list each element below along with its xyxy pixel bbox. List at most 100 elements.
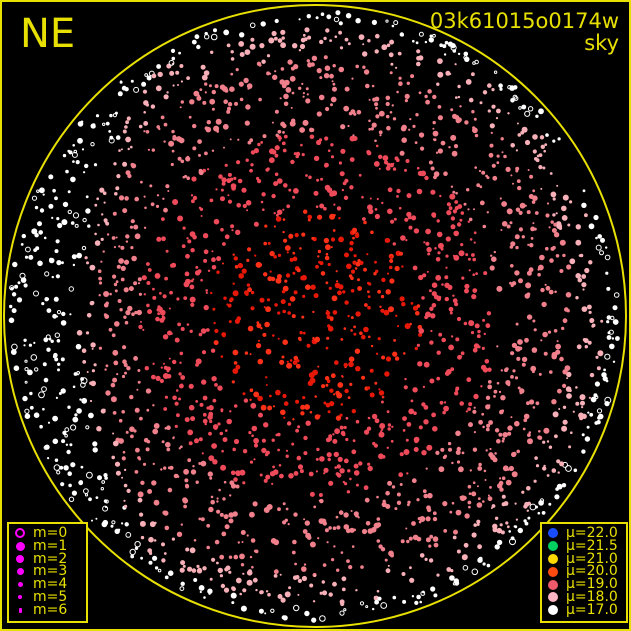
star-marker: [436, 376, 441, 381]
star-marker: [355, 311, 361, 317]
star-marker: [59, 465, 64, 470]
star-marker: [527, 243, 530, 246]
star-marker: [89, 301, 95, 306]
star-marker: [314, 336, 321, 343]
star-marker: [317, 365, 320, 368]
star-marker: [425, 311, 431, 318]
star-marker: [56, 310, 62, 315]
star-marker: [311, 236, 315, 240]
star-marker: [117, 528, 121, 531]
star-marker: [538, 500, 544, 506]
star-marker: [268, 37, 275, 44]
star-marker: [216, 130, 220, 133]
star-marker: [430, 166, 435, 171]
star-marker: [450, 569, 454, 573]
star-marker: [170, 162, 174, 167]
star-marker: [329, 316, 334, 321]
star-marker: [246, 570, 253, 576]
star-marker: [223, 29, 230, 36]
star-marker: [103, 313, 107, 317]
star-marker: [375, 352, 379, 355]
star-marker: [164, 395, 168, 399]
star-marker: [359, 601, 365, 606]
star-marker: [222, 242, 226, 246]
star-marker: [521, 356, 528, 363]
star-marker: [138, 324, 143, 330]
star-marker: [161, 440, 165, 444]
star-marker: [155, 85, 162, 92]
star-marker: [420, 170, 427, 177]
star-marker: [343, 608, 347, 612]
star-marker: [162, 510, 167, 516]
star-marker: [163, 207, 168, 213]
star-marker: [297, 464, 304, 470]
star-marker: [333, 214, 336, 217]
star-marker: [350, 329, 353, 332]
color-swatch-icon: [548, 541, 558, 552]
star-marker: [185, 253, 190, 259]
star-marker: [286, 360, 289, 363]
star-marker: [229, 86, 235, 92]
star-marker: [140, 320, 142, 323]
star-marker: [269, 250, 275, 257]
star-marker: [114, 289, 118, 293]
star-marker: [74, 223, 79, 228]
star-marker: [532, 149, 537, 154]
star-marker: [443, 401, 447, 404]
star-marker: [43, 236, 47, 240]
star-marker: [308, 175, 312, 180]
star-marker: [104, 476, 108, 480]
star-marker: [395, 66, 398, 69]
star-marker: [454, 115, 460, 120]
star-marker: [263, 422, 269, 428]
star-marker: [312, 600, 316, 603]
star-marker: [306, 59, 310, 63]
star-marker: [429, 340, 434, 345]
star-marker: [146, 408, 150, 412]
star-marker: [483, 332, 486, 336]
star-marker: [137, 491, 144, 498]
star-marker: [378, 167, 381, 170]
star-marker: [95, 517, 98, 520]
frame-type: sky: [584, 31, 619, 55]
star-marker: [553, 222, 558, 227]
star-marker: [256, 323, 262, 329]
star-marker: [232, 253, 235, 256]
star-marker: [156, 236, 162, 242]
star-marker: [266, 54, 271, 58]
star-marker: [171, 129, 175, 134]
star-marker: [552, 192, 556, 196]
star-marker: [305, 87, 309, 91]
star-marker: [355, 261, 361, 267]
star-marker: [172, 436, 175, 439]
magnitude-legend-label: m=6: [33, 601, 68, 618]
star-marker: [532, 222, 535, 225]
star-marker: [609, 343, 615, 350]
star-marker: [112, 440, 119, 447]
star-marker: [112, 377, 118, 383]
star-marker: [476, 523, 480, 526]
star-marker: [561, 205, 567, 212]
star-marker: [301, 153, 305, 157]
star-marker: [99, 187, 105, 193]
star-marker: [135, 447, 140, 453]
star-marker: [176, 474, 179, 477]
star-marker: [77, 373, 79, 376]
star-marker: [80, 377, 88, 385]
star-marker: [330, 96, 337, 103]
star-marker: [198, 517, 202, 521]
star-marker: [155, 204, 160, 208]
star-marker: [456, 446, 461, 452]
star-marker: [162, 197, 165, 200]
star-marker: [227, 199, 233, 204]
star-marker: [230, 224, 235, 229]
star-marker: [418, 274, 424, 281]
star-marker: [552, 139, 556, 143]
star-marker: [142, 328, 145, 331]
star-marker: [285, 449, 289, 452]
star-marker: [236, 203, 241, 208]
star-marker: [196, 568, 203, 574]
star-marker: [390, 219, 395, 224]
star-marker: [180, 375, 186, 380]
star-marker: [433, 175, 437, 180]
